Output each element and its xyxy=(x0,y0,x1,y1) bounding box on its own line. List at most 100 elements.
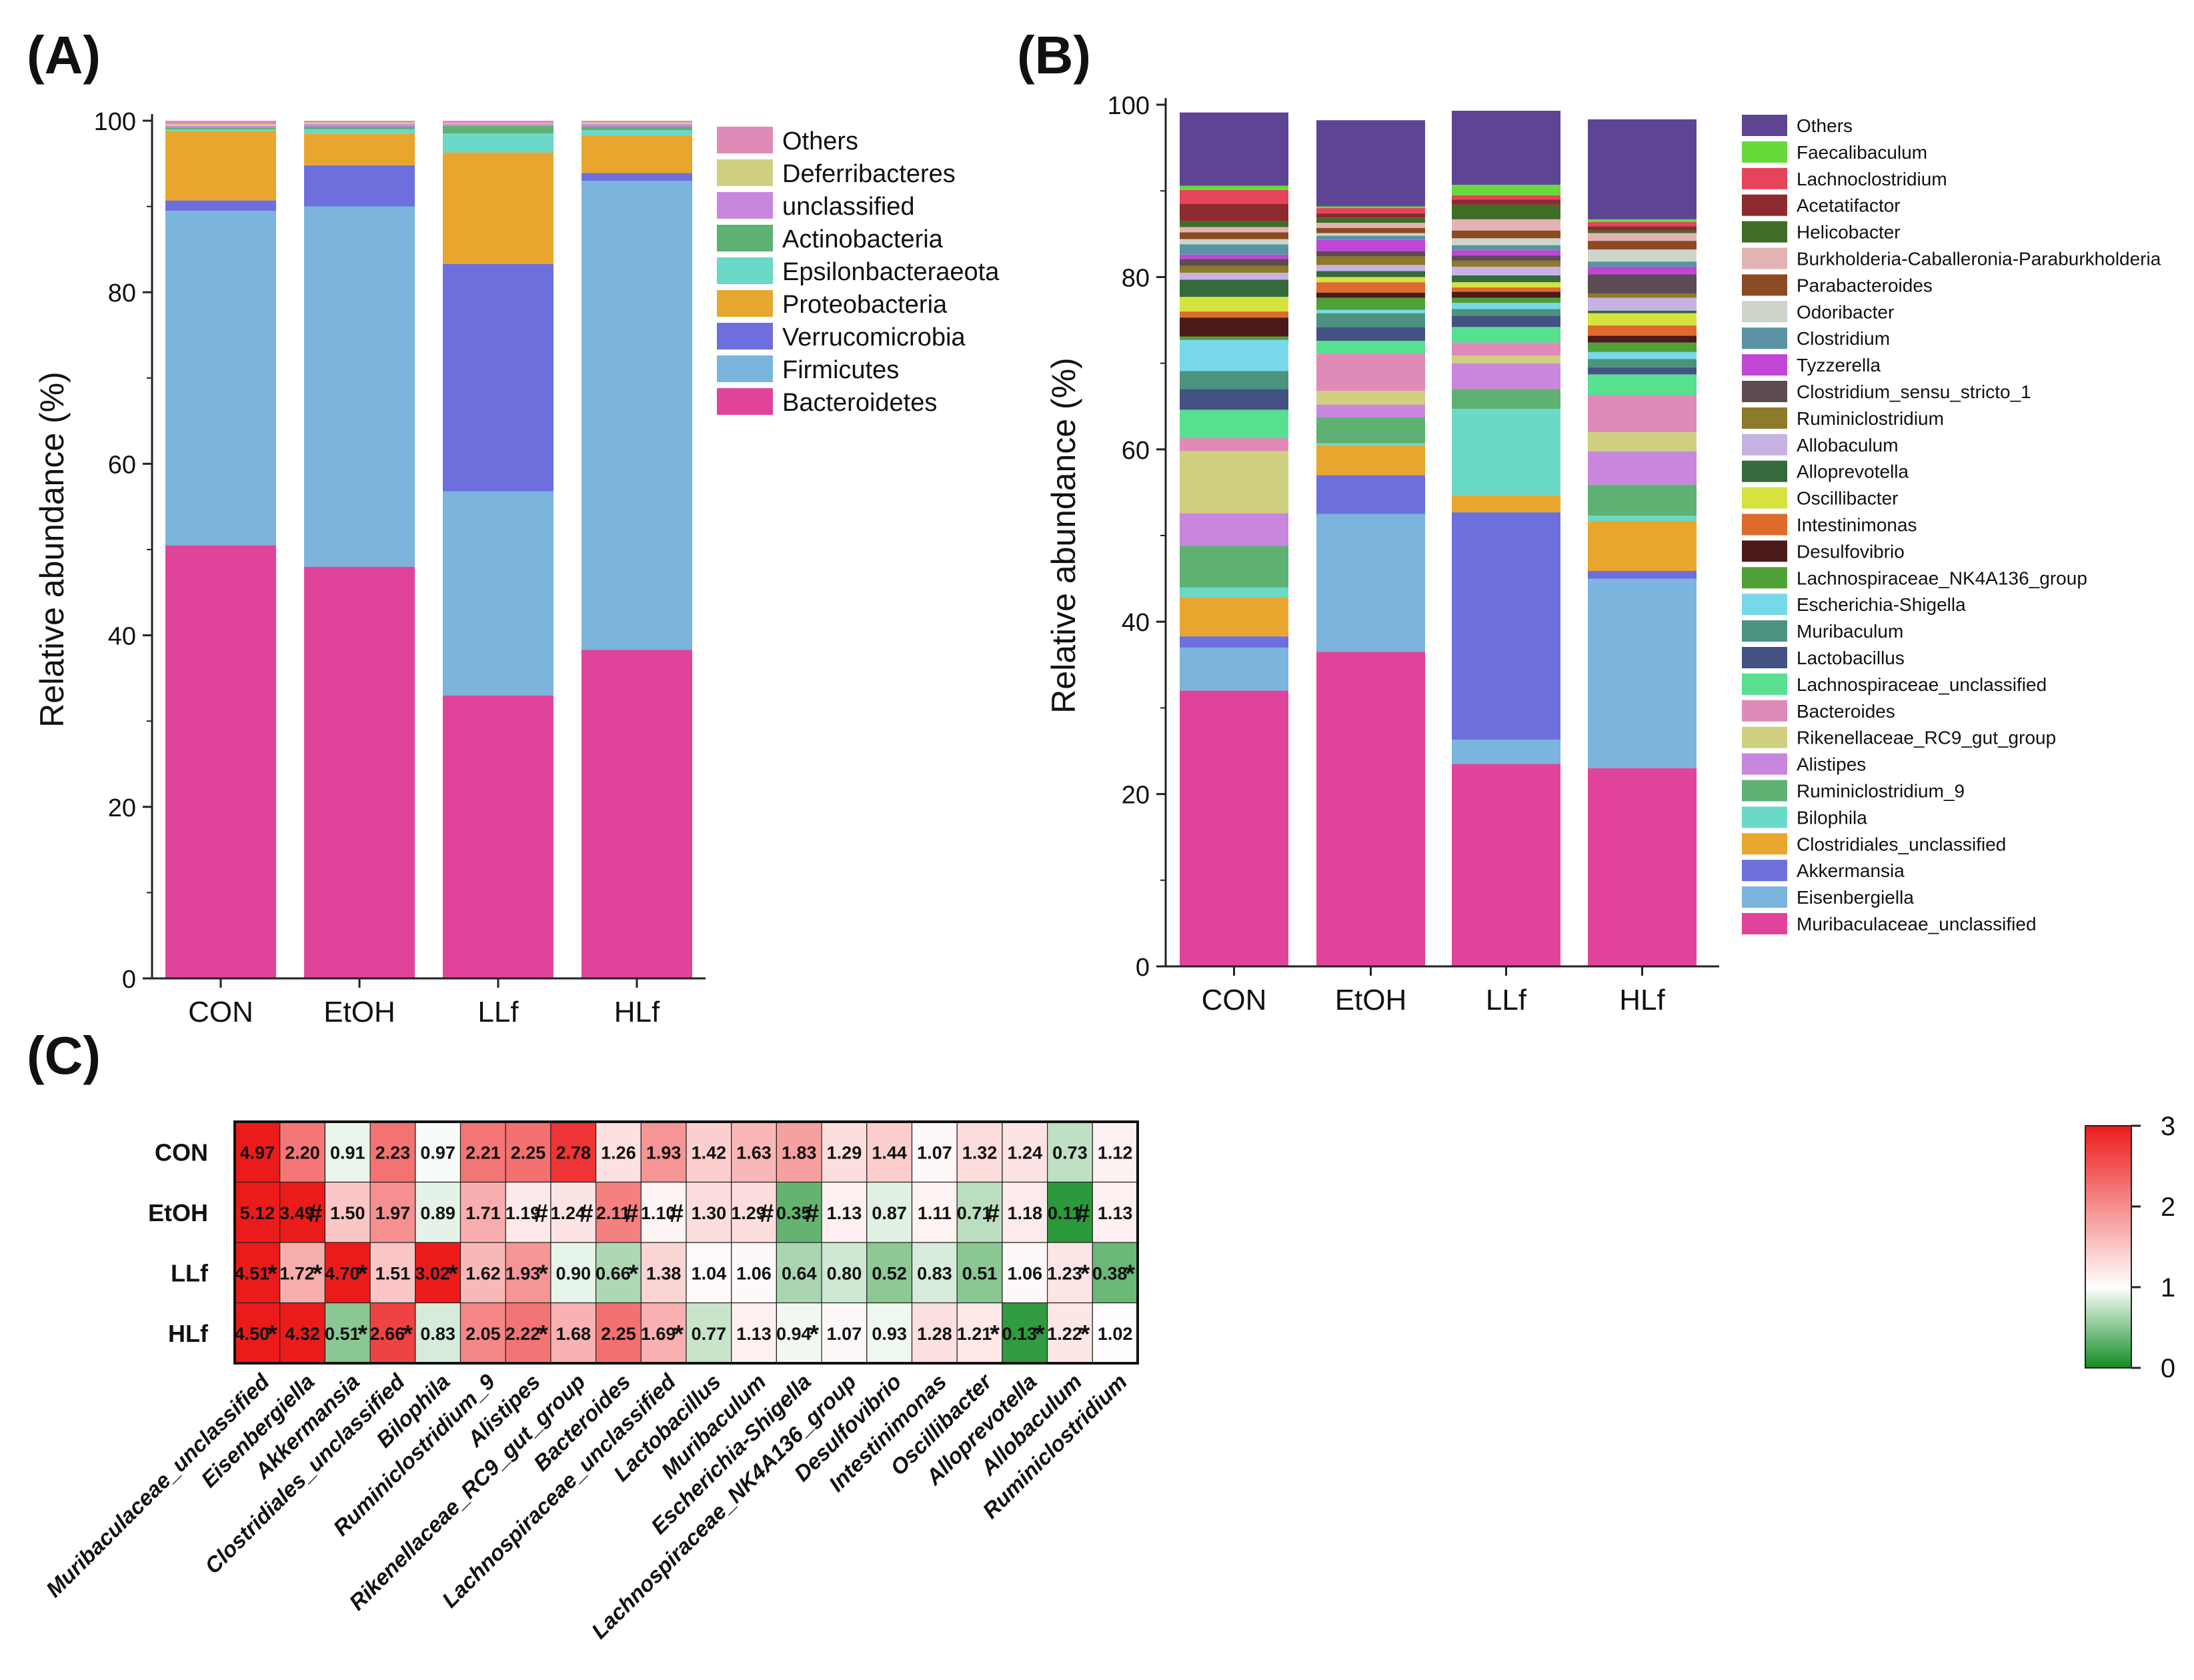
bar-llf-helicobacter xyxy=(1452,204,1560,219)
heatmap-cell xyxy=(1092,1121,1138,1183)
bar-llf-burkholderia-caballeronia-paraburkholderia xyxy=(1452,219,1560,231)
heatmap-cell xyxy=(866,1242,913,1304)
legend-swatch xyxy=(1742,753,1787,775)
heatmap-cell xyxy=(324,1181,371,1243)
heatmap-cell-value: 2.66 xyxy=(370,1324,405,1344)
heatmap-cell xyxy=(776,1181,822,1243)
heatmap-cell-value: 2.11 xyxy=(596,1203,630,1223)
heatmap-cell-value: 0.13 xyxy=(1002,1324,1037,1344)
heatmap-cell-value: 0.52 xyxy=(872,1263,907,1283)
panel-label-a: (A) xyxy=(27,25,101,85)
bar-con-eisenbergiella xyxy=(1180,647,1288,691)
bar-con-epsilonbacteraeota xyxy=(165,129,276,131)
heatmap-significance-mark: * xyxy=(538,1321,548,1349)
bar-llf-alistipes xyxy=(1452,363,1560,389)
bar-llf-allobaculum xyxy=(1452,266,1560,275)
heatmap-cell-value: 1.23 xyxy=(1047,1263,1082,1283)
heatmap-cell-value: 2.05 xyxy=(465,1324,501,1344)
bar-llf-intestinimonas xyxy=(1452,287,1560,292)
heatmap-cell xyxy=(1046,1181,1093,1243)
bar-con-alloprevotella xyxy=(1180,279,1288,297)
heatmap-cell-value: 2.22 xyxy=(505,1324,541,1344)
bar-llf-unclassified xyxy=(443,124,554,126)
legend-swatch xyxy=(1742,886,1787,908)
bar-etoh-allobaculum xyxy=(1316,265,1425,271)
bar-etoh-desulfovibrio xyxy=(1316,292,1425,298)
y-tick-label: 60 xyxy=(108,451,136,479)
heatmap-cell-value: 4.51 xyxy=(235,1263,270,1283)
heatmap-cell xyxy=(821,1302,868,1364)
heatmap-cell-value: 1.02 xyxy=(1098,1324,1133,1344)
bar-llf-alloprevotella xyxy=(1452,275,1560,283)
bar-con-clostridium xyxy=(1180,244,1288,255)
heatmap-cell-value: 1.29 xyxy=(731,1203,766,1223)
heatmap-cell-value: 0.51 xyxy=(325,1324,360,1344)
bar-con-ruminiclostridium xyxy=(1180,265,1288,273)
bar-hlf-actinobacteria xyxy=(582,127,692,131)
heatmap-cell xyxy=(324,1302,371,1364)
legend-label: Allobaculum xyxy=(1797,435,1899,456)
bar-etoh-muribaculum xyxy=(1316,313,1425,327)
heatmap-cell-value: 1.51 xyxy=(375,1263,411,1283)
heatmap-cell-value: 4.70 xyxy=(325,1263,360,1283)
heatmap-significance-mark: * xyxy=(357,1321,367,1349)
legend-swatch xyxy=(1742,487,1787,509)
bar-hlf-tyzzerella xyxy=(1588,266,1697,275)
legend-swatch xyxy=(1742,194,1787,216)
bar-llf-eisenbergiella xyxy=(1452,740,1560,764)
heatmap-cell-value: 1.83 xyxy=(782,1142,817,1162)
heatmap-cell-value: 1.06 xyxy=(1007,1263,1042,1283)
bar-etoh-firmicutes xyxy=(304,206,415,567)
heatmap-cell-value: 0.90 xyxy=(556,1263,591,1283)
heatmap-cell-value: 1.26 xyxy=(601,1142,636,1162)
heatmap-cell xyxy=(279,1121,326,1183)
heatmap-cell-value: 1.24 xyxy=(550,1203,586,1223)
bar-etoh-acetatifactor xyxy=(1316,213,1425,218)
bar-con-acetatifactor xyxy=(1180,203,1288,221)
bar-con-muribaculaceae_unclassified xyxy=(1180,690,1288,966)
heatmap-row-label: EtOH xyxy=(148,1199,208,1226)
legend-label: Bacteroidetes xyxy=(782,389,937,417)
heatmap-significance-mark: * xyxy=(629,1260,639,1288)
bar-con-lachnoclostridium xyxy=(1180,189,1288,204)
heatmap-cell-value: 1.38 xyxy=(646,1263,682,1283)
bar-etoh-tyzzerella xyxy=(1316,239,1425,251)
bar-hlf-ruminiclostridium xyxy=(1588,293,1697,298)
heatmap-cell-value: 0.35 xyxy=(776,1203,812,1223)
heatmap-cell-value: 1.68 xyxy=(556,1324,591,1344)
bar-con-deferribacteres xyxy=(165,124,276,126)
heatmap-cell-value: 1.13 xyxy=(736,1324,772,1344)
heatmap-significance-mark: * xyxy=(1035,1321,1045,1349)
bar-llf-firmicutes xyxy=(443,491,554,696)
y-tick-label: 20 xyxy=(1122,782,1150,810)
heatmap-cell xyxy=(821,1181,868,1243)
y-tick-label: 60 xyxy=(1122,437,1150,465)
bar-llf-akkermansia xyxy=(1452,512,1560,740)
heatmap-cell xyxy=(911,1181,958,1243)
heatmap-cell xyxy=(415,1121,461,1183)
legend-label: Bacteroides xyxy=(1797,701,1895,722)
legend-swatch xyxy=(717,355,773,382)
bar-con-helicobacter xyxy=(1180,221,1288,227)
legend-label: Lachnospiraceae_NK4A136_group xyxy=(1797,568,2087,588)
y-tick-label: 40 xyxy=(1122,609,1150,637)
bar-con-firmicutes xyxy=(165,211,276,546)
heatmap-significance-mark: * xyxy=(1125,1260,1135,1288)
bar-llf-actinobacteria xyxy=(443,125,554,134)
legend-label: Epsilonbacteraeota xyxy=(782,258,1000,286)
legend-swatch xyxy=(1742,647,1787,668)
scale-tick-label: 1 xyxy=(2161,1273,2175,1303)
bar-hlf-bacteroidetes xyxy=(582,650,692,978)
bar-hlf-muribaculaceae_unclassified xyxy=(1588,768,1697,966)
y-tick-label: 20 xyxy=(108,794,136,822)
legend-label: Others xyxy=(1797,115,1853,136)
bar-etoh-unclassified xyxy=(304,124,415,127)
heatmap-cell xyxy=(459,1181,506,1243)
heatmap-cell xyxy=(1046,1242,1093,1304)
bar-hlf-acetatifactor xyxy=(1588,226,1697,231)
y-tick-label: 80 xyxy=(1122,264,1150,292)
legend-label: Lactobacillus xyxy=(1797,648,1905,668)
legend-swatch xyxy=(1742,274,1787,296)
bar-etoh-rikenellaceae_rc9_gut_group xyxy=(1316,390,1425,405)
bar-etoh-ruminiclostridium_9 xyxy=(1316,417,1425,444)
